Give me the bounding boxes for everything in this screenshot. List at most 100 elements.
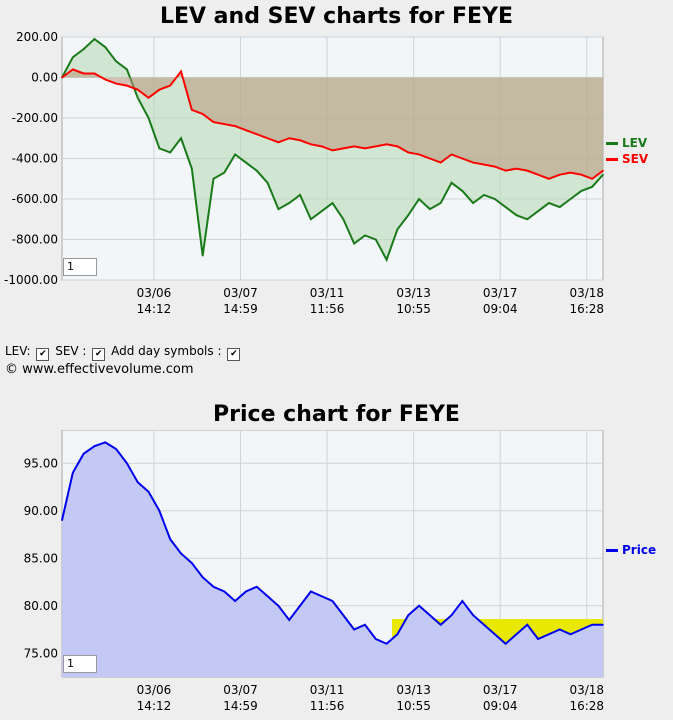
price-price-point (494, 633, 496, 636)
lev-lev-point (461, 190, 464, 192)
price-price-point (385, 642, 388, 645)
lev-sev-point (223, 123, 226, 125)
lev-sev-point (158, 88, 161, 91)
lev-sev-point (277, 141, 280, 144)
lev-lev-point (331, 202, 334, 204)
price-x-tick-date: 03/17 (483, 683, 518, 697)
price-price-point (277, 604, 280, 607)
lev-zoom-input[interactable]: 1 (63, 258, 97, 276)
lev-sev-point (364, 147, 366, 150)
lev-sev-point (548, 177, 550, 180)
price-price-point (602, 623, 604, 626)
lev-sev-point (331, 149, 334, 152)
price-price-point (288, 619, 291, 621)
lev-x-tick-date: 03/13 (396, 286, 431, 300)
price-x-tick-date: 03/11 (310, 683, 345, 697)
lev-sev-point (472, 161, 474, 164)
price-price-point (396, 633, 399, 636)
price-price-point (82, 452, 85, 455)
price-price-point (212, 585, 215, 588)
lev-sev-point (396, 145, 399, 148)
legend-price-swatch (606, 549, 618, 552)
price-price-point (515, 633, 518, 636)
price-price-point (234, 600, 236, 602)
lev-sev-point (169, 84, 171, 87)
lev-sev-point (201, 113, 204, 115)
price-y-tick-label: 90.00 (24, 504, 58, 518)
lev-sev-point (93, 72, 96, 75)
lev-lev-point (212, 177, 215, 180)
lev-sev-point (136, 88, 139, 91)
lev-x-tick-time: 10:55 (396, 302, 431, 316)
lev-lev-point (494, 198, 496, 200)
lev-sev-point (245, 129, 247, 131)
lev-lev-point (407, 214, 410, 216)
price-x-tick-time: 09:04 (483, 699, 518, 713)
price-price-point (374, 638, 377, 640)
lev-x-tick-date: 03/17 (483, 286, 518, 300)
price-x-tick-time: 14:59 (223, 699, 258, 713)
price-price-point (245, 590, 247, 593)
price-price-point (569, 633, 572, 636)
lev-checkbox[interactable]: ✔ (36, 348, 50, 361)
sev-checkbox[interactable]: ✔ (92, 348, 106, 361)
price-price-point (353, 628, 355, 631)
lev-lev-point (288, 202, 291, 204)
lev-lev-point (385, 258, 388, 261)
lev-x-tick-time: 14:59 (223, 302, 258, 316)
lev-lev-point (558, 206, 561, 208)
price-price-point (93, 445, 96, 447)
lev-sev-point (494, 165, 496, 168)
lev-sev-point (115, 82, 117, 85)
price-price-point (450, 614, 453, 617)
lev-lev-point (439, 202, 442, 204)
lev-sev-point (180, 70, 182, 73)
lev-lev-point (234, 153, 236, 156)
lev-lev-point (223, 171, 226, 174)
price-price-point (180, 552, 182, 555)
lev-lev-point (418, 198, 420, 200)
price-chart: 95.00 90.00 85.00 80.00 75.00 03/06 14:12 03/0… (24, 430, 604, 713)
day-symbols-checkbox[interactable]: ✔ (227, 348, 241, 361)
price-price-point (169, 538, 171, 541)
lev-sev-point (439, 161, 442, 164)
series-controls: LEV: ✔ SEV : ✔ Add day symbols : ✔ (5, 344, 242, 361)
price-price-point (147, 490, 150, 493)
lev-sev-point (450, 153, 453, 156)
lev-lev-point (180, 137, 182, 140)
price-price-point (310, 590, 312, 593)
lev-lev-point (450, 182, 453, 184)
lev-sev-point (558, 173, 561, 176)
lev-x-tick-date: 03/07 (223, 286, 258, 300)
price-price-point (364, 623, 366, 626)
lev-sev-point (255, 133, 258, 135)
price-x-tick-time: 11:56 (310, 699, 345, 713)
lev-y-tick-label: -400.00 (12, 152, 58, 166)
lev-sev-point (385, 143, 388, 146)
lev-sev-point (126, 84, 128, 87)
lev-y-tick-label: -800.00 (12, 233, 58, 247)
lev-sev-point (191, 109, 193, 111)
copyright-text: © www.effectivevolume.com (5, 362, 194, 377)
lev-sev-point (61, 76, 63, 79)
lev-lev-point (504, 206, 507, 208)
price-zoom-input[interactable]: 1 (63, 655, 97, 673)
lev-lev-point (299, 194, 301, 196)
price-y-tick-label: 75.00 (24, 646, 58, 660)
lev-x-tick-date: 03/11 (310, 286, 345, 300)
lev-lev-point (526, 218, 529, 221)
price-price-point (429, 614, 431, 617)
legend-lev-swatch (606, 142, 618, 145)
lev-x-tick-date: 03/06 (137, 286, 172, 300)
lev-sev-point (234, 125, 236, 127)
lev-y-tick-label: 0.00 (31, 71, 58, 85)
price-y-tick-label: 80.00 (24, 599, 58, 613)
price-price-point (580, 628, 583, 631)
lev-sev-point (461, 157, 464, 160)
price-price-point (115, 448, 117, 450)
price-price-point (191, 562, 193, 564)
legend-sev-swatch (606, 158, 618, 161)
lev-sev-point (82, 72, 85, 75)
lev-lev-point (126, 68, 128, 71)
legend-sev: SEV (606, 152, 648, 166)
